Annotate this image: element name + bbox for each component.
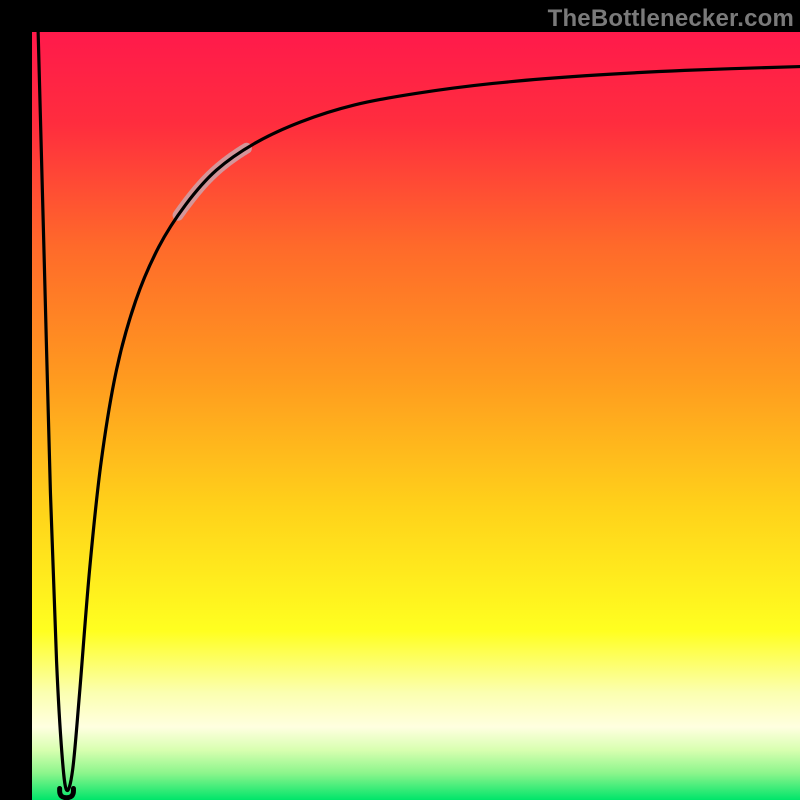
gradient-background	[32, 32, 800, 800]
chart-container: TheBottlenecker.com	[0, 0, 800, 800]
plot-area	[32, 32, 800, 800]
chart-svg	[32, 32, 800, 800]
watermark-text: TheBottlenecker.com	[548, 5, 794, 33]
